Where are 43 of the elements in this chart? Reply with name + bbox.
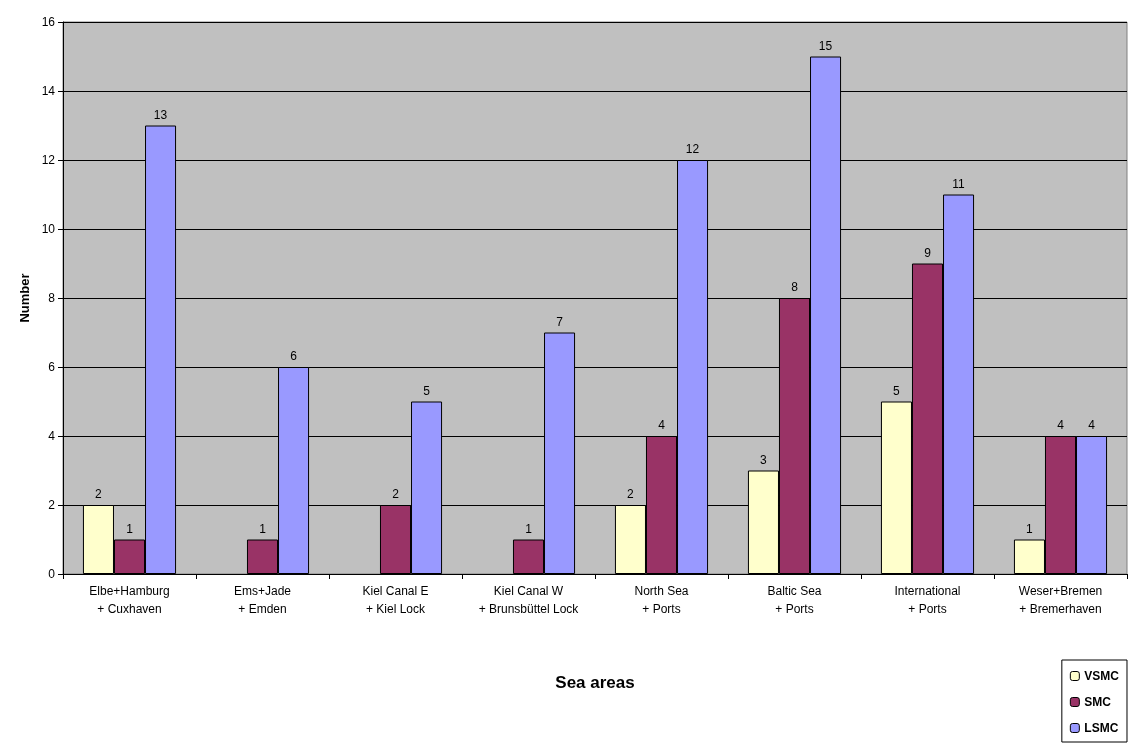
data-label: 3 xyxy=(760,452,768,467)
data-label: 9 xyxy=(924,245,932,260)
legend-label: VSMC xyxy=(1084,669,1120,683)
data-label: 4 xyxy=(1057,418,1065,432)
x-axis-title: Sea areas xyxy=(555,673,635,692)
x-tick-label: Kiel Canal W + Brunsbüttel Lock xyxy=(478,584,580,616)
data-label: 1 xyxy=(126,521,134,536)
data-label: 5 xyxy=(423,383,431,398)
y-tick-label: 10 xyxy=(41,222,56,236)
data-label: 4 xyxy=(658,418,666,432)
x-tick-label: Baltic Sea + Ports xyxy=(767,584,822,616)
y-tick-label: 8 xyxy=(48,291,56,305)
x-tick-label: North Sea + Ports xyxy=(634,584,689,616)
y-tick-label: 6 xyxy=(48,360,56,374)
data-label: 1 xyxy=(525,521,533,536)
data-label: 2 xyxy=(392,487,400,501)
data-label: 5 xyxy=(893,383,901,398)
data-label: 13 xyxy=(153,107,168,122)
x-tick-label: Weser+Bremen + Bremerhaven xyxy=(1018,584,1103,616)
data-label: 7 xyxy=(556,314,564,329)
x-tick-label: Elbe+Hamburg + Cuxhaven xyxy=(89,584,170,616)
legend-label: SMC xyxy=(1084,695,1112,709)
data-label: 6 xyxy=(290,349,298,363)
y-axis-title: Number xyxy=(16,273,32,323)
data-label: 8 xyxy=(791,280,799,294)
data-label: 2 xyxy=(627,487,635,501)
data-label: 1 xyxy=(259,521,267,536)
x-tick-label: Ems+Jade + Emden xyxy=(233,584,292,616)
y-tick-label: 4 xyxy=(48,429,56,443)
data-label: 11 xyxy=(952,176,966,191)
y-tick-label: 0 xyxy=(48,567,56,581)
data-label: 4 xyxy=(1088,418,1096,432)
x-tick-label: Kiel Canal E + Kiel Lock xyxy=(362,584,429,616)
data-label: 2 xyxy=(95,487,103,501)
data-label: 12 xyxy=(685,142,700,156)
y-tick-label: 16 xyxy=(41,15,56,29)
y-tick-label: 12 xyxy=(41,153,56,167)
y-tick-label: 2 xyxy=(48,498,56,512)
y-tick-label: 14 xyxy=(41,84,56,98)
data-label: 1 xyxy=(1026,521,1034,536)
legend-label: LSMC xyxy=(1084,721,1119,735)
data-label: 15 xyxy=(818,38,833,53)
x-tick-label: International + Ports xyxy=(894,584,961,616)
